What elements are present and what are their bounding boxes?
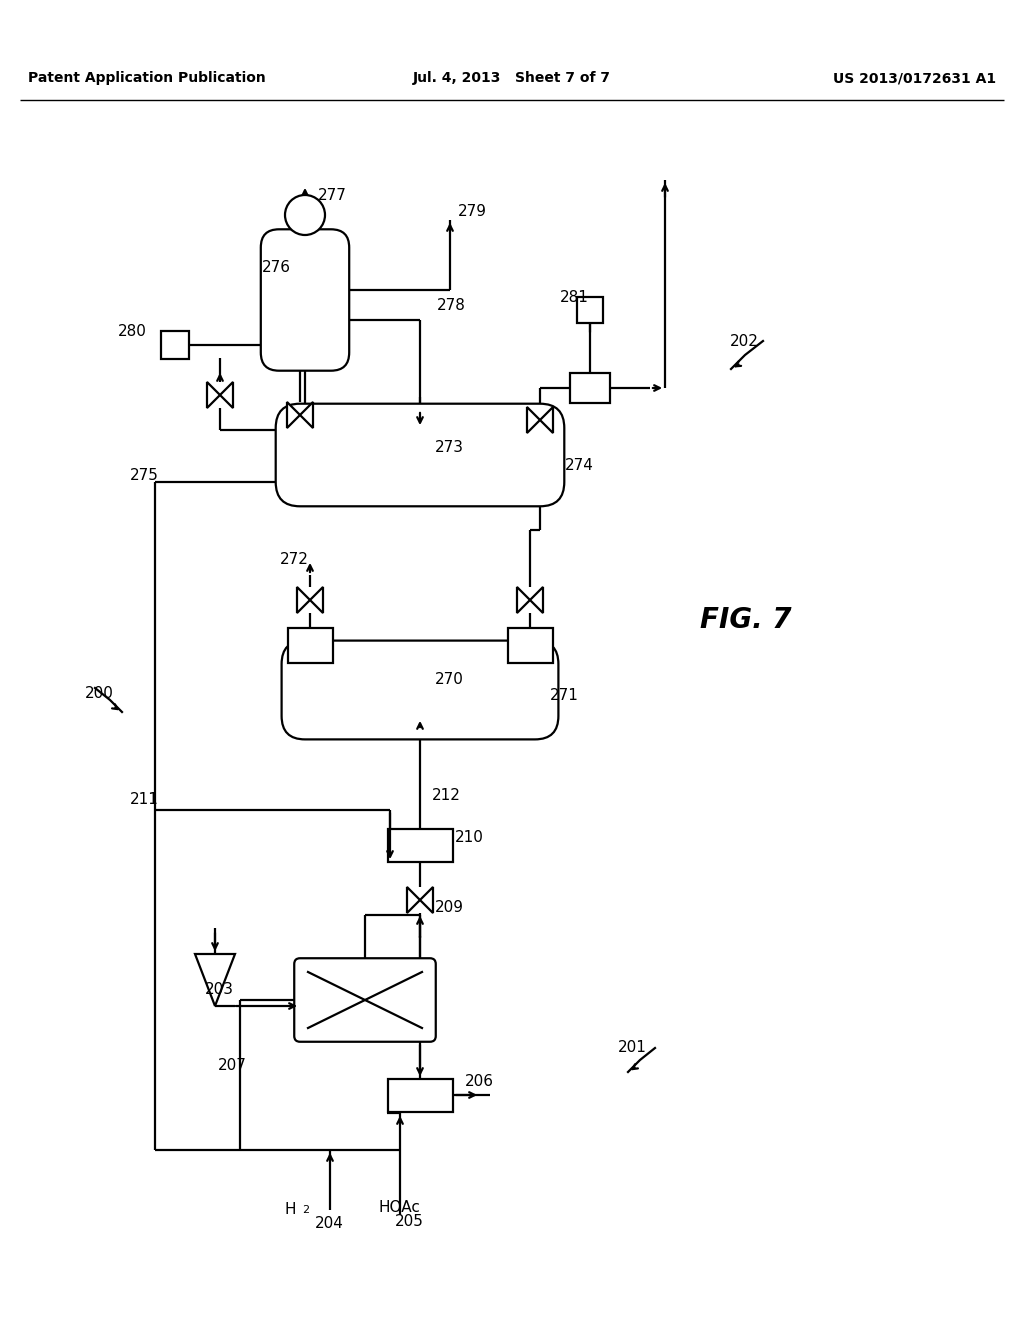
Text: 200: 200 — [85, 685, 114, 701]
Text: 276: 276 — [262, 260, 291, 276]
Bar — [161, 331, 189, 359]
Text: 270: 270 — [435, 672, 464, 688]
Polygon shape — [310, 587, 323, 612]
Text: 205: 205 — [395, 1214, 424, 1229]
Text: 204: 204 — [315, 1217, 344, 1232]
Polygon shape — [517, 587, 530, 612]
Bar — [387, 1078, 453, 1111]
Polygon shape — [300, 403, 313, 428]
Text: 210: 210 — [455, 830, 484, 846]
Text: 202: 202 — [730, 334, 759, 350]
Text: 206: 206 — [465, 1074, 494, 1089]
Text: 211: 211 — [130, 792, 159, 808]
Text: H: H — [285, 1203, 297, 1217]
FancyBboxPatch shape — [275, 404, 564, 507]
Text: 278: 278 — [437, 298, 466, 314]
Text: US 2013/0172631 A1: US 2013/0172631 A1 — [833, 71, 996, 84]
Text: 275: 275 — [130, 469, 159, 483]
Circle shape — [285, 195, 325, 235]
Polygon shape — [220, 381, 233, 408]
Text: 2: 2 — [302, 1205, 309, 1214]
Text: 280: 280 — [118, 325, 146, 339]
Bar — [288, 627, 333, 663]
Polygon shape — [287, 403, 300, 428]
Polygon shape — [530, 587, 543, 612]
Text: 212: 212 — [432, 788, 461, 803]
Text: Jul. 4, 2013   Sheet 7 of 7: Jul. 4, 2013 Sheet 7 of 7 — [413, 71, 611, 84]
FancyBboxPatch shape — [294, 958, 436, 1041]
Polygon shape — [195, 954, 234, 1006]
Text: 203: 203 — [205, 982, 234, 998]
Bar — [570, 374, 610, 403]
Bar — [577, 297, 603, 323]
Polygon shape — [407, 887, 420, 913]
Polygon shape — [540, 407, 553, 433]
Text: 277: 277 — [318, 189, 347, 203]
Text: 201: 201 — [618, 1040, 647, 1056]
Bar — [508, 627, 553, 663]
FancyBboxPatch shape — [261, 230, 349, 371]
Text: 273: 273 — [435, 441, 464, 455]
Text: FIG. 7: FIG. 7 — [700, 606, 792, 634]
FancyBboxPatch shape — [282, 640, 558, 739]
Polygon shape — [207, 381, 220, 408]
Text: HOAc: HOAc — [378, 1200, 420, 1216]
Polygon shape — [297, 587, 310, 612]
Text: 279: 279 — [458, 205, 487, 219]
Text: Patent Application Publication: Patent Application Publication — [28, 71, 266, 84]
Text: 274: 274 — [565, 458, 594, 473]
Text: 271: 271 — [550, 688, 579, 702]
Text: 207: 207 — [218, 1057, 247, 1072]
Text: 209: 209 — [435, 900, 464, 916]
Text: 272: 272 — [280, 553, 309, 568]
Polygon shape — [527, 407, 540, 433]
Polygon shape — [420, 887, 433, 913]
Text: 281: 281 — [560, 290, 589, 305]
Bar — [387, 829, 453, 862]
